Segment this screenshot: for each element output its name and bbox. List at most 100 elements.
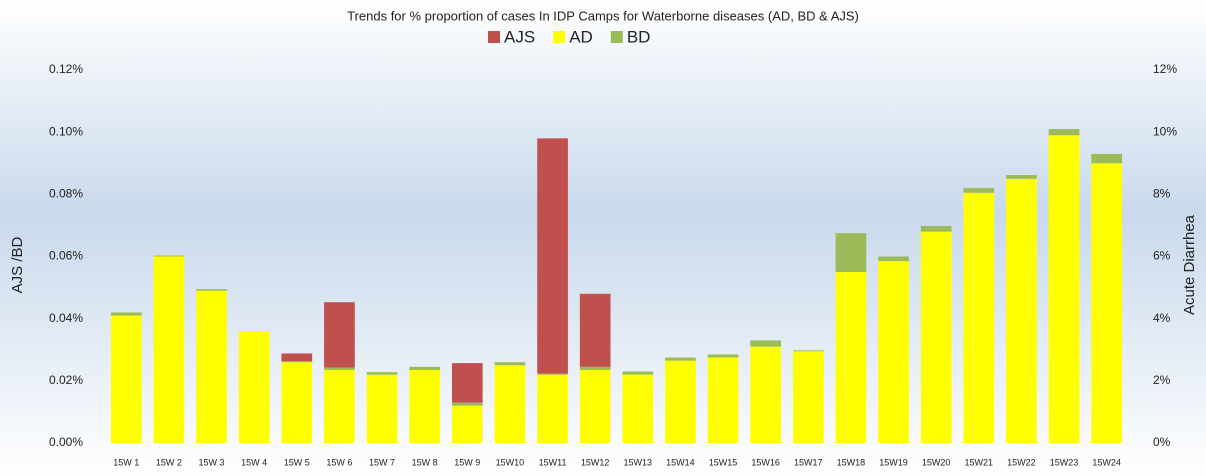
bar-segment <box>196 289 227 291</box>
legend-swatch <box>610 31 623 43</box>
y2-tick-label: 6% <box>1153 249 1171 263</box>
legend-swatch <box>488 31 500 43</box>
legend-label: BD <box>627 27 651 46</box>
x-tick-label: 15W23 <box>1050 457 1079 467</box>
bar-segment <box>920 231 952 443</box>
bar-segment <box>1048 135 1080 443</box>
x-tick-label: 15W10 <box>496 457 525 467</box>
bar-segment <box>622 371 654 375</box>
bar-segment <box>238 331 270 443</box>
chart-title: Trends for % proportion of cases In IDP … <box>347 8 859 23</box>
bar-segment <box>1091 153 1123 164</box>
bar-segment <box>622 374 654 443</box>
bar-segment <box>110 312 142 316</box>
y-tick-label: 0.10% <box>49 124 83 138</box>
bar-segment <box>1048 129 1080 136</box>
x-tick-label: 15W24 <box>1092 457 1121 467</box>
bar-segment <box>579 366 611 370</box>
bar-segment <box>792 351 824 443</box>
bar-segment <box>281 353 313 362</box>
y-axis-label: AJS /BD <box>9 236 26 293</box>
bar-segment <box>835 233 867 273</box>
bar-segment <box>1006 178 1037 443</box>
x-tick-label: 15W17 <box>794 457 823 467</box>
bar-segment <box>707 354 739 358</box>
y-tick-label: 0.02% <box>49 373 83 387</box>
bar-segment <box>494 362 526 366</box>
bar-segment <box>494 365 526 443</box>
y2-tick-label: 12% <box>1153 62 1177 76</box>
x-tick-label: 15W 1 <box>113 457 139 467</box>
x-tick-label: 15W15 <box>709 457 738 467</box>
x-tick-label: 15W21 <box>965 457 994 467</box>
bar-segment <box>196 290 227 443</box>
y2-tick-label: 10% <box>1153 124 1177 138</box>
bar-segment <box>878 256 909 262</box>
legend-swatch <box>553 31 566 43</box>
bar-segment <box>537 374 568 443</box>
bar-segment <box>579 369 611 443</box>
bar-segment <box>835 272 867 443</box>
x-tick-label: 15W 3 <box>199 457 225 467</box>
bar-segment <box>451 363 483 403</box>
x-tick-label: 15W 5 <box>284 457 310 467</box>
bar-segment <box>110 315 142 443</box>
x-tick-label: 15W20 <box>922 457 951 467</box>
y2-tick-label: 2% <box>1153 373 1171 387</box>
bar-segment <box>153 255 185 257</box>
x-tick-label: 15W 7 <box>369 457 395 467</box>
y2-tick-label: 8% <box>1153 187 1171 201</box>
bar-segment <box>537 138 568 374</box>
y-tick-label: 0.08% <box>49 187 83 201</box>
y-tick-label: 0.04% <box>49 311 83 325</box>
bar-segment <box>537 373 568 375</box>
bar-segment <box>366 372 398 375</box>
bar-segment <box>920 226 952 232</box>
bar-segment <box>451 402 483 406</box>
x-tick-label: 15W12 <box>581 457 610 467</box>
bar-segment <box>324 367 355 370</box>
bar-segment <box>963 188 995 193</box>
x-tick-label: 15W 2 <box>156 457 182 467</box>
x-tick-label: 15W18 <box>837 457 866 467</box>
bar-segment <box>792 350 824 352</box>
legend-label: AJS <box>504 27 535 46</box>
x-tick-label: 15W16 <box>751 457 780 467</box>
bar-segment <box>665 357 696 361</box>
bar-segment <box>281 362 313 443</box>
x-tick-label: 15W 4 <box>241 457 267 467</box>
bar-segment <box>153 256 185 443</box>
y-tick-label: 0.06% <box>49 249 83 263</box>
x-tick-label: 15W 9 <box>454 457 480 467</box>
bar-segment <box>1091 163 1123 443</box>
bar-segment <box>579 293 611 367</box>
bar-segment <box>1006 175 1037 179</box>
bar-segment <box>409 366 441 370</box>
x-tick-label: 15W 8 <box>412 457 438 467</box>
bar-segment <box>409 369 441 443</box>
x-tick-label: 15W14 <box>666 457 695 467</box>
bar-segment <box>707 357 739 443</box>
x-tick-label: 15W13 <box>624 457 653 467</box>
legend-label: AD <box>569 27 593 46</box>
y2-tick-label: 0% <box>1153 435 1171 449</box>
y2-axis-label: Acute Diarrhea <box>1181 214 1198 315</box>
x-tick-label: 15W22 <box>1007 457 1036 467</box>
bar-segment <box>324 369 355 443</box>
bar-segment <box>281 361 313 363</box>
bar-segment <box>878 261 909 443</box>
x-tick-label: 15W11 <box>539 457 567 467</box>
x-tick-label: 15W 6 <box>326 457 352 467</box>
y2-tick-label: 4% <box>1153 311 1171 325</box>
bar-segment <box>750 346 782 443</box>
y-tick-label: 0.00% <box>49 435 83 449</box>
y-tick-label: 0.12% <box>49 62 83 76</box>
bar-segment <box>324 302 355 368</box>
bar-segment <box>963 192 995 443</box>
bar-segment <box>451 405 483 443</box>
x-tick-label: 15W19 <box>879 457 908 467</box>
bar-segment <box>366 374 398 443</box>
bar-segment <box>750 340 782 347</box>
bar-segment <box>665 360 696 443</box>
